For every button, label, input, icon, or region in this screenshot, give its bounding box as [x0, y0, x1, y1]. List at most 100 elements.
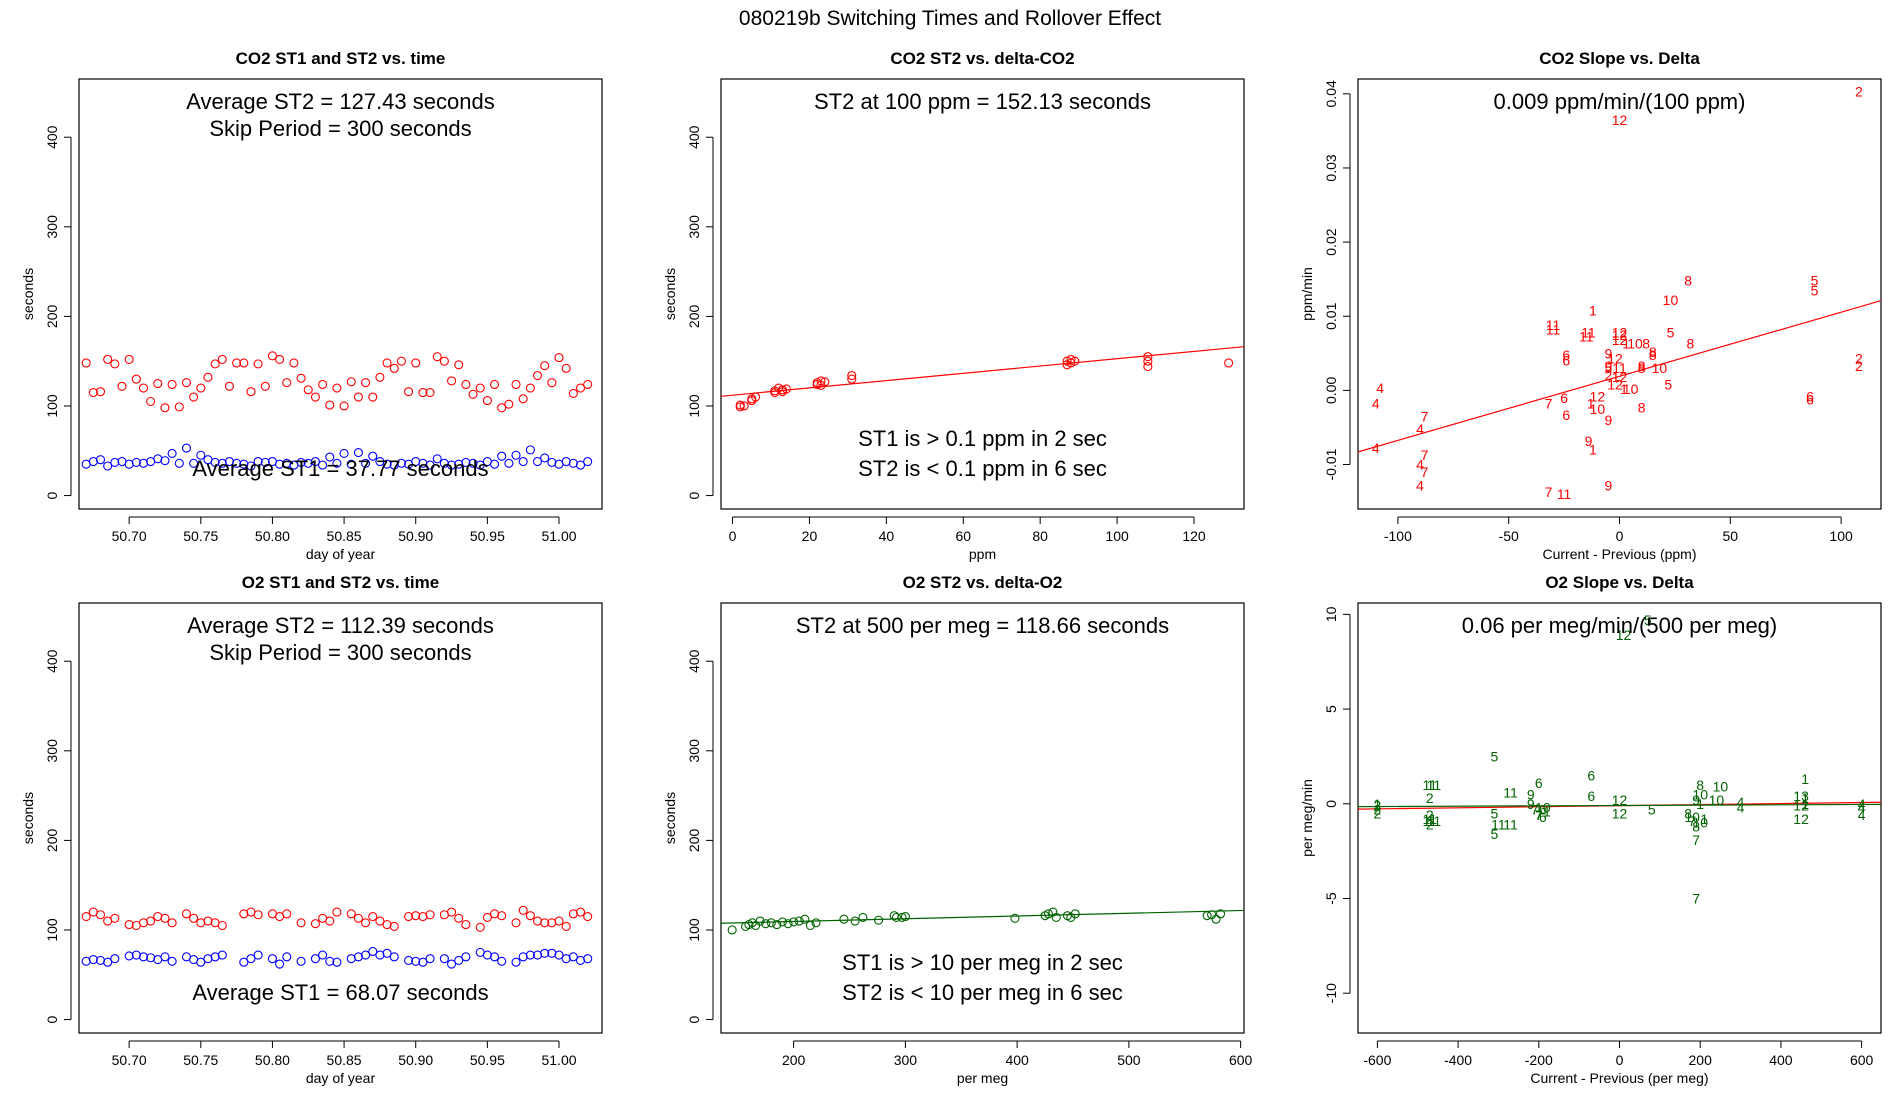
- data-point: [167, 379, 177, 390]
- data-point: [289, 358, 299, 368]
- y-tick-label: -5: [1323, 892, 1339, 905]
- data-point: [411, 956, 421, 966]
- data-point: [446, 376, 457, 386]
- data-point: [1051, 912, 1061, 922]
- data-point: [368, 392, 378, 402]
- x-tick-label: 50.70: [112, 528, 147, 544]
- point-label: 10: [1713, 779, 1729, 795]
- point-label: 5: [1491, 805, 1499, 821]
- data-point: [897, 912, 907, 922]
- data-point: [318, 379, 328, 390]
- y-tick-label: 0.03: [1323, 154, 1339, 181]
- point-label: 6: [1562, 407, 1570, 423]
- series-st2: [735, 352, 1234, 412]
- point-label: 11: [1427, 813, 1442, 829]
- data-point: [275, 959, 285, 969]
- data-point: [511, 450, 521, 460]
- annotation: ST2 is < 0.1 ppm in 6 sec: [858, 456, 1107, 481]
- data-point: [766, 918, 776, 928]
- x-axis-label: ppm: [969, 546, 996, 562]
- data-point: [468, 389, 478, 399]
- point-label: 11: [1581, 325, 1596, 341]
- data-point: [239, 358, 249, 368]
- data-point: [772, 920, 782, 930]
- data-point: [196, 957, 206, 967]
- x-tick-label: 300: [894, 1052, 918, 1068]
- chart-co2-slope-delta: CO2 Slope vs. Delta -100 -50 0 50 100 Current …: [1299, 49, 1882, 562]
- x-tick-label: 100: [1829, 528, 1853, 544]
- data-point: [382, 358, 392, 368]
- x-tick-label: 500: [1117, 1052, 1141, 1068]
- point-label: 5: [1644, 612, 1652, 628]
- data-point: [518, 394, 528, 404]
- data-point: [1215, 909, 1226, 919]
- data-point: [131, 374, 141, 384]
- point-label: 1: [1620, 381, 1628, 397]
- x-axis-label: per meg: [957, 1070, 1008, 1086]
- data-point: [189, 913, 199, 923]
- data-point: [310, 954, 320, 964]
- data-point: [389, 921, 399, 931]
- point-label: 10: [1684, 809, 1700, 825]
- chart-title: CO2 ST2 vs. delta-CO2: [890, 49, 1074, 68]
- y-tick-label: 0: [1323, 800, 1339, 808]
- data-point: [167, 956, 177, 966]
- series-st1: [81, 946, 593, 969]
- point-label: 1: [1801, 771, 1809, 787]
- chart-o2-st2-delta: O2 ST2 vs. delta-O2 200 300 400 500 600 per me…: [662, 573, 1253, 1086]
- point-label: 1: [1589, 302, 1597, 318]
- point-label: 7: [1421, 447, 1429, 463]
- data-point: [540, 361, 550, 371]
- data-point: [755, 916, 765, 926]
- point-label: 12: [1612, 112, 1628, 128]
- point-label: 4: [1372, 440, 1380, 456]
- data-point: [318, 460, 328, 470]
- data-point: [532, 370, 543, 381]
- point-label: 10: [1663, 292, 1679, 308]
- data-point: [332, 957, 342, 967]
- point-label: 13: [1793, 788, 1809, 804]
- series-st2: [727, 907, 1226, 935]
- x-tick-label: -50: [1499, 528, 1519, 544]
- data-point: [303, 385, 313, 395]
- data-point: [583, 456, 593, 467]
- point-label: 1: [1373, 796, 1381, 812]
- point-label: 6: [1587, 788, 1595, 804]
- point-label: 12: [1612, 327, 1628, 343]
- data-point: [103, 461, 113, 471]
- y-tick-label: 10: [1323, 606, 1339, 622]
- data-point: [361, 950, 371, 960]
- point-label: 8: [1649, 344, 1657, 360]
- data-point: [847, 370, 857, 381]
- data-point: [174, 458, 184, 468]
- data-point: [800, 914, 810, 924]
- data-point: [777, 385, 788, 395]
- point-label: 8: [1687, 336, 1695, 352]
- point-label: 10: [1709, 792, 1725, 808]
- data-point: [561, 363, 571, 373]
- data-point: [425, 954, 435, 964]
- point-label: 10: [1623, 381, 1639, 397]
- point-label: 2: [1426, 807, 1434, 823]
- data-point: [246, 954, 256, 964]
- data-point: [196, 450, 206, 460]
- chart-title: CO2 Slope vs. Delta: [1539, 49, 1700, 68]
- data-point: [325, 916, 335, 926]
- x-tick-label: 50.85: [327, 1052, 362, 1068]
- data-point: [131, 457, 141, 467]
- x-tick-label: -400: [1444, 1052, 1472, 1068]
- data-point: [432, 454, 442, 464]
- point-label: 12: [1607, 376, 1623, 392]
- data-point: [396, 458, 406, 468]
- point-label: 1: [1589, 442, 1597, 458]
- y-tick-label: 200: [686, 305, 702, 329]
- x-tick-label: 50.80: [255, 1052, 290, 1068]
- data-point: [210, 359, 220, 369]
- point-label: 1: [1801, 796, 1809, 812]
- data-point: [210, 457, 220, 467]
- data-point: [850, 916, 860, 926]
- y-tick-label: 5: [1323, 705, 1339, 713]
- data-point: [497, 911, 507, 921]
- data-point: [891, 912, 902, 922]
